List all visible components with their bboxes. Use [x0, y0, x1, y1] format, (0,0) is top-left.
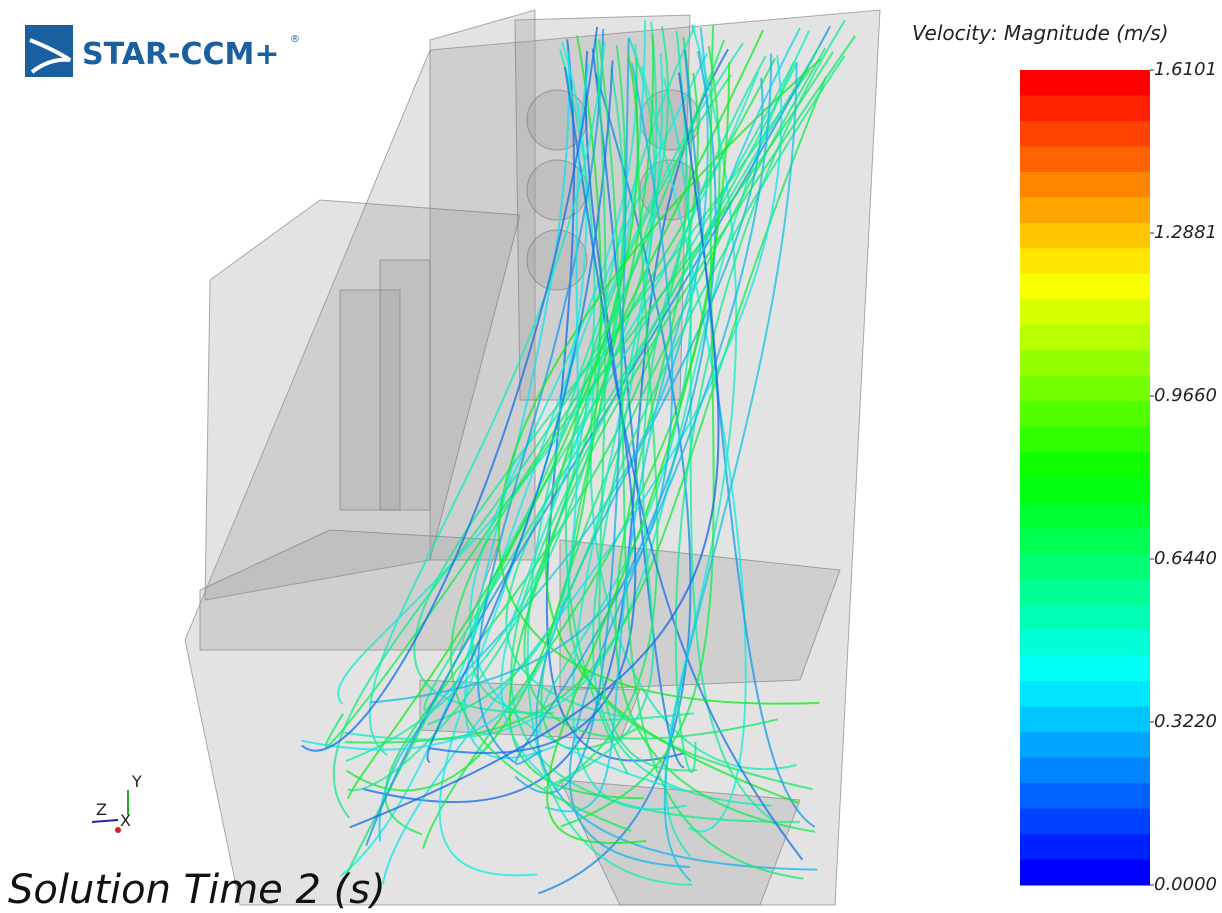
axis-triad: Y Z X: [91, 772, 142, 833]
colorbar-band: [1020, 350, 1150, 377]
streamline: [543, 55, 767, 790]
streamline: [568, 53, 773, 869]
triad-z-label: Z: [96, 800, 107, 819]
colorbar-band: [1020, 604, 1150, 631]
streamline: [347, 67, 625, 792]
streamline: [345, 48, 596, 762]
colorbar-tick-label: 0.3220: [1154, 711, 1217, 732]
streamline: [538, 73, 692, 895]
colorbar-band: [1020, 706, 1150, 733]
streamline: [564, 67, 804, 861]
streamline: [301, 63, 590, 751]
streamline: [560, 24, 715, 828]
streamline: [589, 24, 797, 771]
streamline: [423, 45, 821, 712]
streamlines: [301, 19, 856, 895]
colorbar-tick-label: 0.0000: [1154, 874, 1217, 895]
triad-z-axis: [91, 819, 119, 823]
triad-x-axis: [115, 827, 121, 833]
streamline: [413, 70, 811, 714]
streamline: [546, 62, 731, 844]
colorbar-band: [1020, 579, 1150, 606]
colorbar-band: [1020, 426, 1150, 453]
colorbar-band: [1020, 452, 1150, 478]
colorbar-band: [1020, 299, 1150, 326]
colorbar-band: [1020, 859, 1150, 886]
colorbar-band: [1020, 95, 1150, 122]
streamline: [508, 34, 655, 800]
colorbar-band: [1020, 273, 1150, 300]
colorbar-band: [1020, 222, 1150, 249]
streamline: [301, 26, 599, 752]
streamline: [464, 52, 571, 760]
streamline: [594, 38, 698, 772]
streamline: [333, 26, 670, 819]
streamline: [523, 35, 856, 740]
streamline: [347, 53, 639, 800]
streamline: [675, 30, 773, 821]
colorbar-band: [1020, 528, 1150, 555]
colorbar-tick-label: 0.6440: [1154, 548, 1217, 569]
colorbar-band: [1020, 681, 1150, 708]
triad-x-label: X: [120, 811, 131, 830]
triad-y-label: Y: [131, 772, 142, 791]
streamline: [345, 35, 602, 792]
colorbar-band: [1020, 757, 1150, 784]
streamline: [526, 42, 744, 886]
colorbar-band: [1020, 732, 1150, 759]
streamline: [438, 41, 588, 877]
colorbar-band: [1020, 553, 1150, 580]
solution-time: Solution Time 2 (s): [8, 867, 386, 913]
colorbar-band: [1020, 324, 1150, 351]
colorbar-band: [1020, 655, 1150, 682]
colorbar-band: [1020, 146, 1150, 173]
logo: STAR-CCM+ ®: [25, 25, 300, 77]
colorbar-title: Velocity: Magnitude (m/s): [912, 21, 1169, 45]
logo-text: STAR-CCM+: [82, 37, 280, 72]
streamline: [664, 24, 738, 858]
streamline: [426, 60, 614, 764]
colorbar-band: [1020, 502, 1150, 529]
colorbar-band: [1020, 834, 1150, 861]
streamline: [674, 19, 846, 773]
streamline: [365, 25, 831, 847]
colorbar-band: [1020, 171, 1150, 198]
streamline: [349, 72, 720, 829]
streamline: [544, 27, 801, 813]
streamline: [500, 19, 647, 790]
streamline: [450, 51, 834, 832]
logo-swoosh: [29, 38, 72, 74]
colorbar-tick-label: 0.9660: [1154, 385, 1217, 406]
colorbar-band: [1020, 630, 1150, 657]
colorbar-band: [1020, 375, 1150, 402]
logo-registered: ®: [290, 34, 300, 45]
colorbar: 1.6101 1.2881 0.9660 0.6440 0.3220 0.0000: [1020, 59, 1217, 895]
streamline: [663, 62, 798, 882]
colorbar-band: [1020, 197, 1150, 224]
streamline: [427, 55, 846, 726]
streamline: [324, 57, 776, 748]
streamline: [381, 55, 783, 885]
streamline: [598, 39, 804, 880]
colorbar-band: [1020, 808, 1150, 835]
colorbar-band: [1020, 401, 1150, 428]
colorbar-tick-label: 1.2881: [1154, 222, 1217, 243]
colorbar-tick-label: 1.6101: [1154, 59, 1217, 80]
logo-icon: [25, 25, 73, 77]
colorbar-band: [1020, 783, 1150, 810]
colorbar-band: [1020, 70, 1150, 96]
colorbar-band: [1020, 120, 1150, 147]
colorbar-band: [1020, 248, 1150, 275]
streamline: [428, 51, 637, 755]
colorbar-band: [1020, 477, 1150, 504]
